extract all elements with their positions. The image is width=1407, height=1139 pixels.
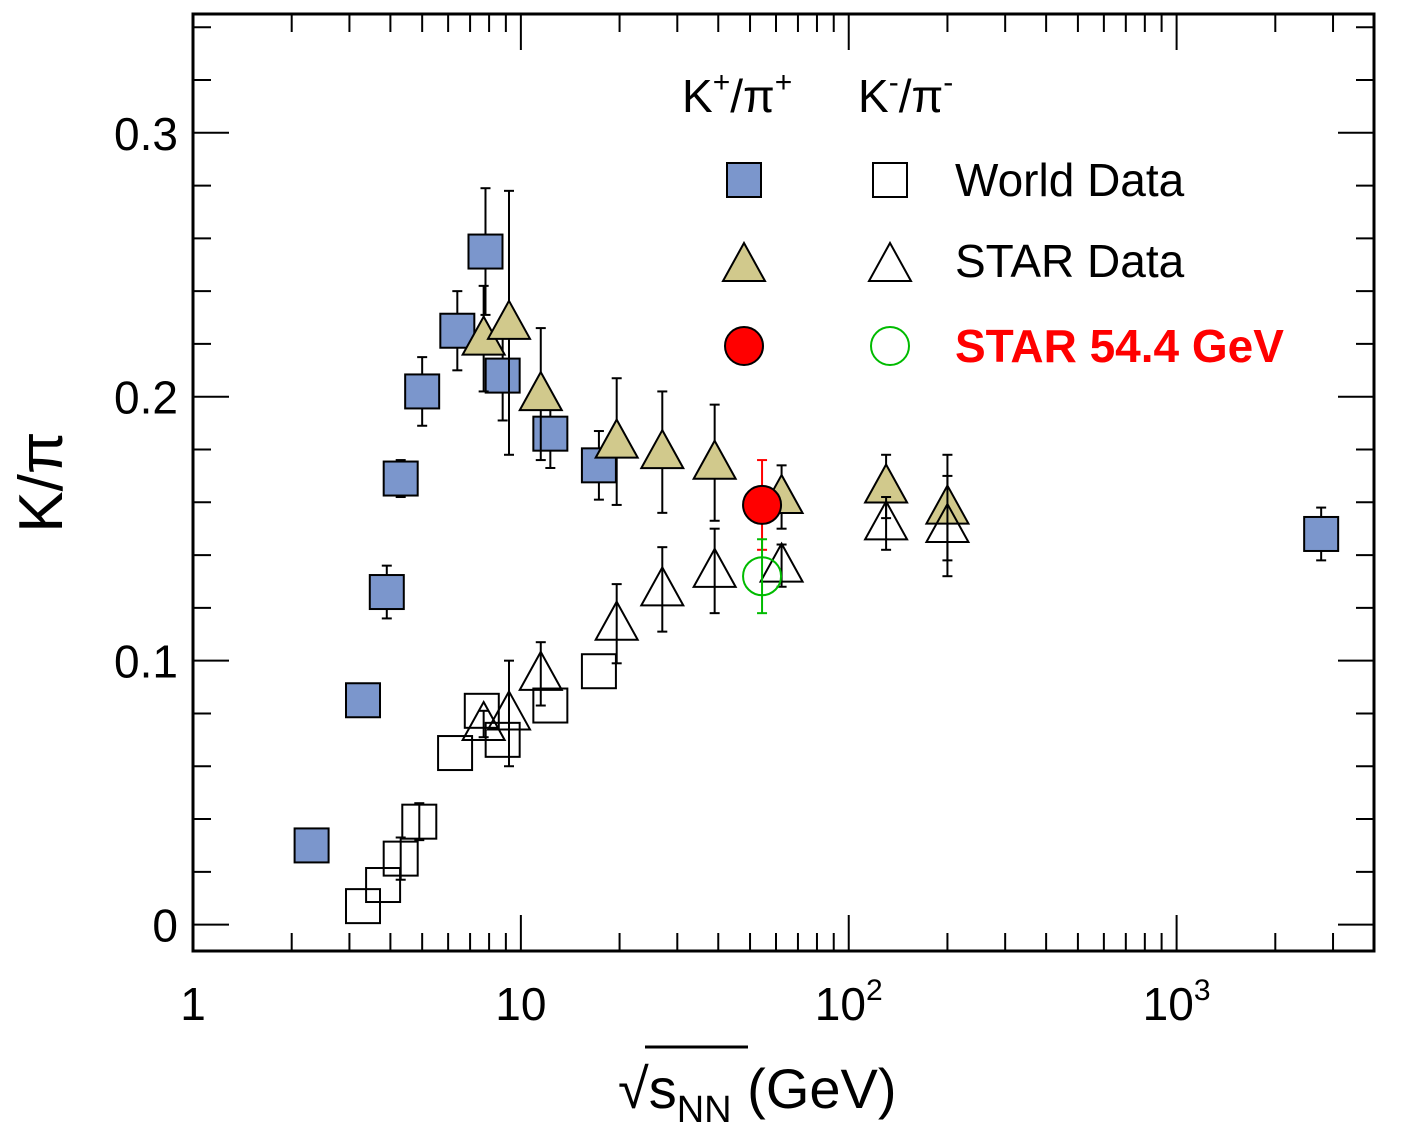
legend-header-plus: K+/π+ [682, 66, 792, 122]
y-tick-label: 0.2 [114, 372, 178, 424]
x-axis-title-s: s [649, 1057, 677, 1120]
data-point-square [1303, 515, 1340, 552]
x-tick-label: 103 [1143, 974, 1211, 1030]
x-tick-label: 10 [495, 978, 546, 1030]
x-axis-title-unit: (GeV) [732, 1057, 897, 1120]
data-point-square [345, 888, 382, 925]
axis-ticks: 0 0.1 0.2 0.3 1 10 102 103 [114, 14, 1375, 1030]
x-tick-label: 102 [815, 974, 883, 1030]
legend: K+/π+ K-/π- World Data STAR Data STAR 54… [682, 66, 1284, 372]
data-point-triangle [593, 417, 640, 459]
data-point-triangle [639, 428, 685, 470]
data-point-circle [742, 556, 783, 597]
legend-label-star-data: STAR Data [955, 235, 1185, 287]
legend-marker-star54-filled [724, 326, 764, 366]
data-point-square [532, 415, 569, 452]
data-point-triangle [863, 499, 909, 541]
data-point-square [368, 574, 405, 611]
legend-marker-world-filled [726, 162, 762, 198]
data-point-triangle [486, 298, 532, 340]
y-tick-label: 0 [152, 900, 178, 952]
data-point-square [382, 460, 419, 497]
data-point-triangle [691, 546, 738, 588]
y-tick-label: 0.1 [114, 636, 178, 688]
x-axis-title-subscript: NN [677, 1089, 732, 1131]
legend-label-world-data: World Data [955, 154, 1185, 206]
data-point-circle [742, 484, 783, 525]
data-point-triangle [639, 565, 685, 607]
data-point-triangle [924, 501, 971, 544]
data-point-square [293, 827, 330, 864]
x-tick-label: 1 [180, 978, 206, 1030]
data-point-square [437, 735, 474, 772]
plot-frame [191, 12, 1376, 953]
y-tick-label: 0.3 [114, 108, 178, 160]
data-point-square [484, 357, 521, 394]
data-point-square [532, 687, 569, 724]
y-axis-title: K/π [7, 431, 76, 532]
data-point-triangle [460, 699, 507, 742]
data-point-triangle [593, 599, 640, 641]
legend-marker-star-filled [721, 240, 767, 282]
legend-marker-star-open [867, 240, 913, 282]
data-point-square [580, 653, 617, 690]
data-point-square [345, 682, 382, 719]
legend-marker-world-open [872, 162, 908, 198]
data-point-square [404, 373, 441, 410]
data-point-square [401, 803, 438, 840]
legend-marker-star54-open [870, 326, 910, 366]
data-point-triangle [518, 370, 564, 412]
data-point-square [382, 840, 419, 877]
x-axis-title-root: √ [618, 1057, 649, 1120]
data-point-triangle [486, 689, 532, 731]
legend-label-star-54gev: STAR 54.4 GeV [955, 320, 1284, 372]
svg-text:√sNN (GeV): √sNN (GeV) [618, 1057, 897, 1131]
x-axis-title: √sNN (GeV) [618, 1045, 897, 1131]
legend-header-minus: K-/π- [858, 66, 953, 122]
data-point-triangle [691, 438, 738, 480]
data-point-square [467, 233, 504, 270]
data-point-triangle [518, 649, 564, 691]
data-point-triangle [758, 541, 805, 583]
data-points [293, 187, 1340, 925]
